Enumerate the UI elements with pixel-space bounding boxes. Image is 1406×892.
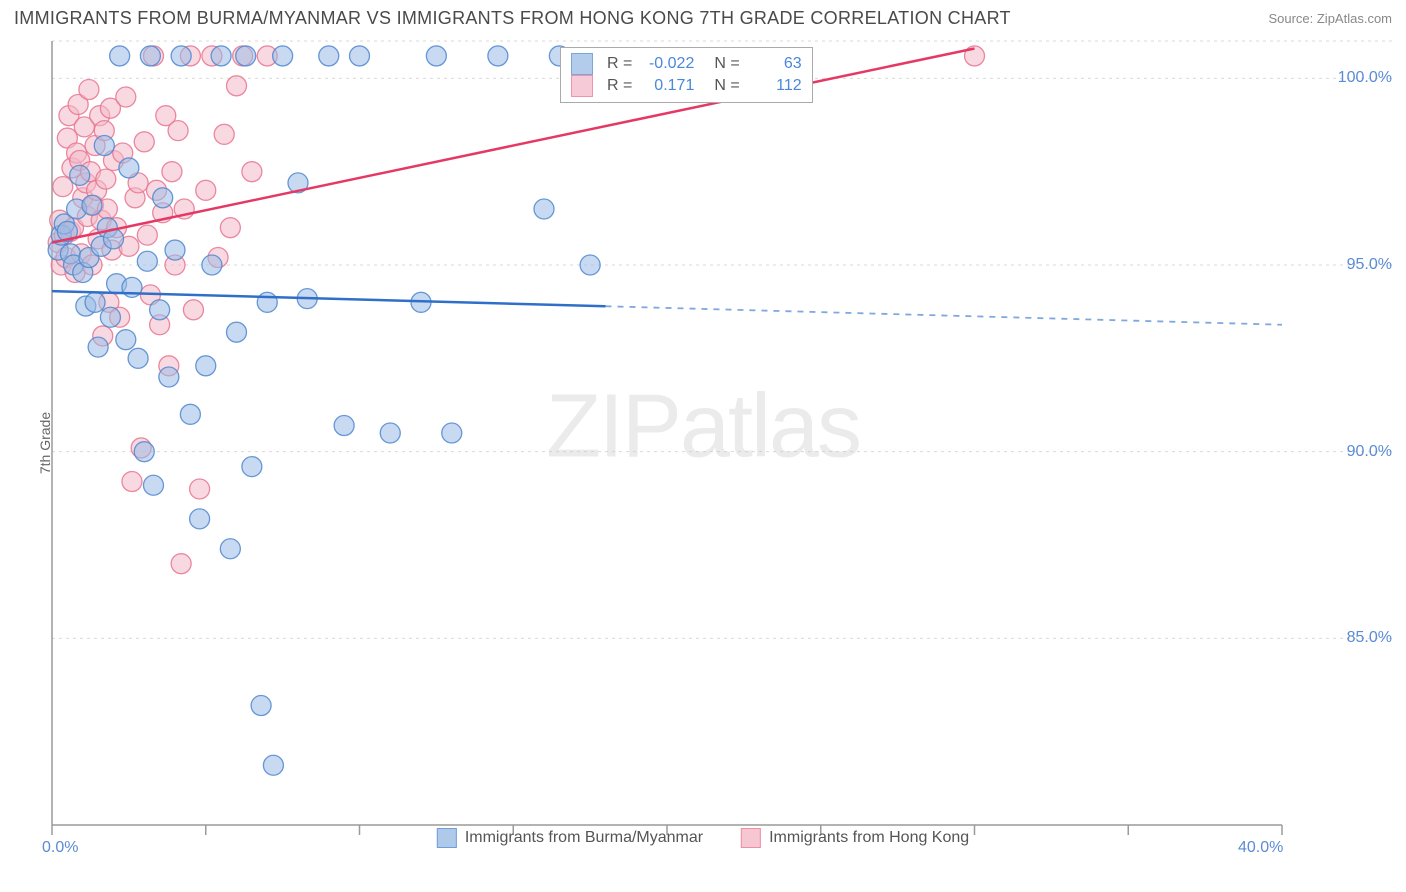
r-value: 0.171	[642, 77, 694, 95]
series-legend: Immigrants from Burma/Myanmar Immigrants …	[437, 828, 969, 848]
n-value: 63	[750, 55, 802, 73]
y-tick-label: 90.0%	[1347, 443, 1392, 461]
y-tick-label: 95.0%	[1347, 256, 1392, 274]
y-tick-label: 100.0%	[1338, 69, 1392, 87]
legend-label: Immigrants from Burma/Myanmar	[465, 829, 703, 847]
n-label: N =	[714, 55, 739, 73]
legend-row: R = -0.022 N = 63	[571, 53, 802, 75]
legend-swatch	[741, 828, 761, 848]
x-tick-label: 0.0%	[42, 839, 78, 857]
legend-swatch	[437, 828, 457, 848]
source-label: Source: ZipAtlas.com	[1268, 11, 1392, 26]
legend-label: Immigrants from Hong Kong	[769, 829, 969, 847]
r-label: R =	[607, 55, 632, 73]
n-value: 112	[750, 77, 802, 95]
legend-row: R = 0.171 N = 112	[571, 75, 802, 97]
n-label: N =	[714, 77, 739, 95]
chart-area: 7th Grade ZIPatlas R =-0.022N =63R =0.17…	[0, 33, 1406, 853]
y-tick-label: 85.0%	[1347, 629, 1392, 647]
legend-swatch	[571, 53, 593, 75]
legend-item: Immigrants from Burma/Myanmar	[437, 828, 703, 848]
legend-item: Immigrants from Hong Kong	[741, 828, 969, 848]
correlation-legend: R = -0.022 N = 63 R = 0.171 N = 112	[560, 47, 813, 103]
legend-swatch	[571, 75, 593, 97]
x-tick-label: 40.0%	[1238, 839, 1283, 857]
r-value: -0.022	[642, 55, 694, 73]
scatter-chart	[0, 33, 1406, 853]
chart-title: IMMIGRANTS FROM BURMA/MYANMAR VS IMMIGRA…	[14, 8, 1011, 29]
r-label: R =	[607, 77, 632, 95]
